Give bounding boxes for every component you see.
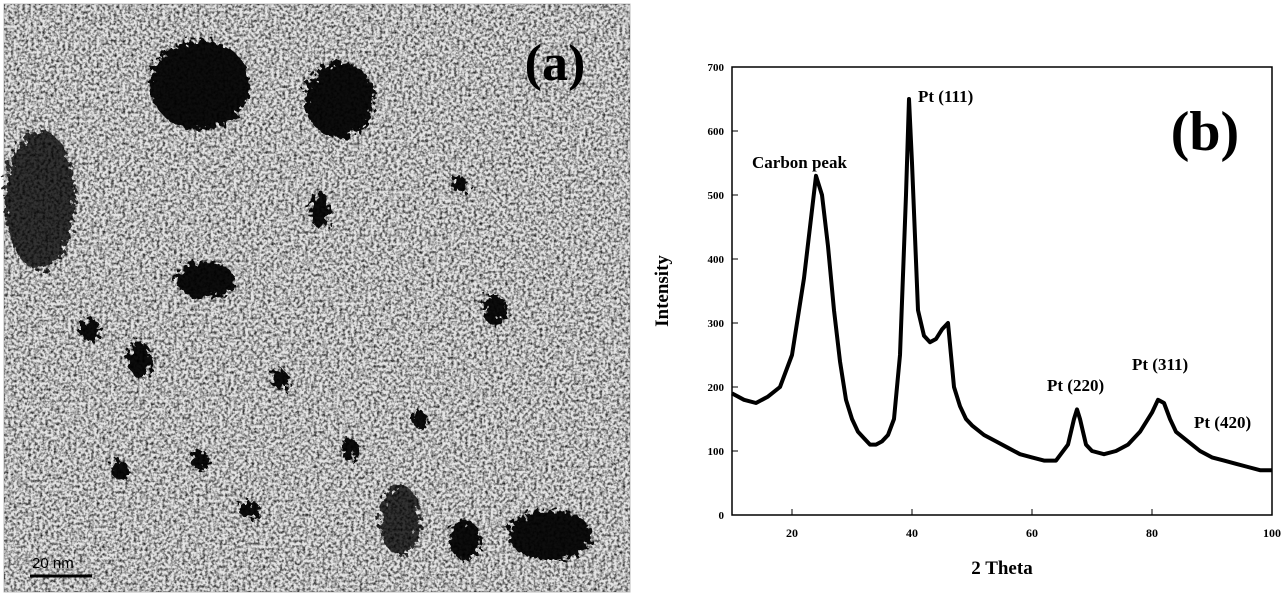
plot-frame bbox=[731, 66, 1273, 516]
x-tick-label: 60 bbox=[1026, 526, 1038, 540]
x-axis-label: 2 Theta bbox=[971, 558, 1033, 579]
grain bbox=[4, 4, 630, 592]
peak-annotation: Pt (111) bbox=[918, 87, 973, 106]
tem-image: (a) 20 nm bbox=[3, 3, 631, 593]
y-axis-label: Intensity bbox=[652, 255, 673, 327]
y-tick-label: 700 bbox=[708, 62, 725, 74]
y-tick-label: 600 bbox=[708, 126, 725, 138]
peak-annotation: Pt (420) bbox=[1194, 413, 1251, 432]
y-tick-label: 500 bbox=[708, 190, 725, 202]
panel-label: (a) bbox=[525, 35, 586, 92]
y-tick-label: 0 bbox=[719, 510, 725, 522]
y-tick-label: 100 bbox=[708, 446, 725, 458]
x-tick-label: 40 bbox=[906, 526, 918, 540]
x-tick-label: 20 bbox=[786, 526, 798, 540]
xrd-chart: 0 100 200 300 400 500 600 700 20 40 60 80 100 2 Theta… bbox=[652, 62, 1281, 579]
panel-label: (b) bbox=[1171, 101, 1239, 163]
x-tick-label: 80 bbox=[1146, 526, 1158, 540]
x-tick-label: 100 bbox=[1263, 526, 1281, 540]
xrd-line bbox=[731, 97, 1272, 473]
peak-annotation: Pt (311) bbox=[1132, 355, 1188, 374]
peak-annotation: Carbon peak bbox=[752, 153, 847, 172]
y-tick-label: 300 bbox=[708, 318, 725, 330]
peak-annotation: Pt (220) bbox=[1047, 376, 1104, 395]
scale-bar-label: 20 nm bbox=[32, 555, 74, 572]
y-tick-label: 200 bbox=[708, 382, 725, 394]
y-tick-label: 400 bbox=[708, 254, 725, 266]
chart-panel bbox=[640, 4, 1283, 592]
